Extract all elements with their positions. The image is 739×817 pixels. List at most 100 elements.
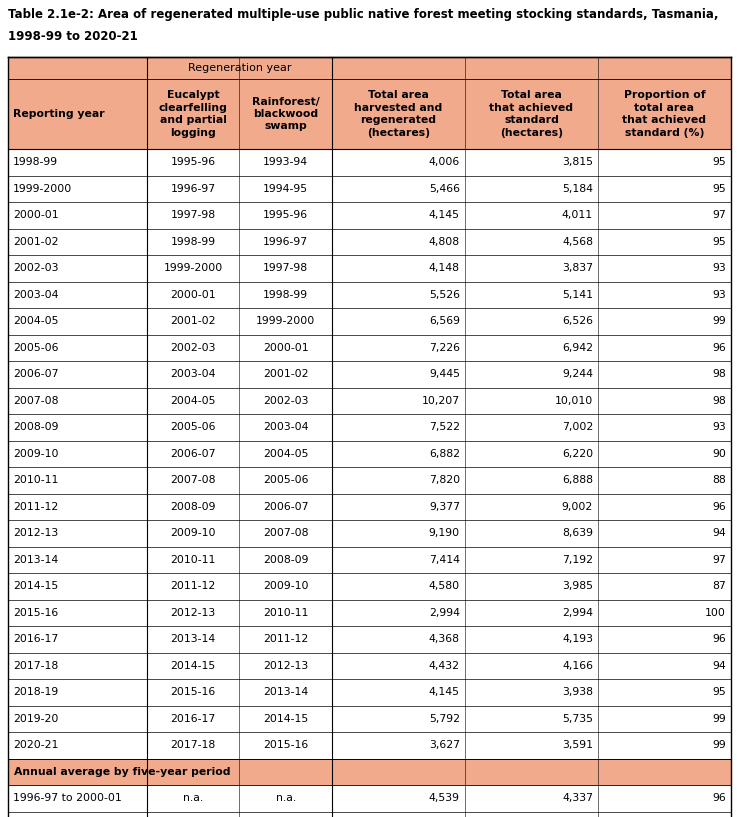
Text: 1998-99: 1998-99 [263,290,308,300]
Text: 1996-97 to 2000-01: 1996-97 to 2000-01 [13,793,122,803]
Text: 4,368: 4,368 [429,634,460,645]
Text: 1996-97: 1996-97 [171,184,216,194]
Text: 3,938: 3,938 [562,687,593,697]
Text: 2007-08: 2007-08 [13,395,58,406]
Text: 9,377: 9,377 [429,502,460,511]
Text: 2006-07: 2006-07 [263,502,308,511]
Text: 2017-18: 2017-18 [13,661,58,671]
Bar [8,626,731,653]
Text: 6,882: 6,882 [429,449,460,459]
Text: 96: 96 [712,793,726,803]
Text: 2006-07: 2006-07 [13,369,58,379]
Text: 4,193: 4,193 [562,634,593,645]
Text: 93: 93 [712,290,726,300]
Text: Eucalypt
clearfelling
and partial
logging: Eucalypt clearfelling and partial loggin… [159,91,228,137]
Text: 94: 94 [712,529,726,538]
Text: 5,792: 5,792 [429,714,460,724]
Bar [8,785,731,811]
Text: 4,166: 4,166 [562,661,593,671]
Bar [8,229,731,255]
Text: 95: 95 [712,237,726,247]
Text: 2007-08: 2007-08 [170,475,216,485]
Text: 99: 99 [712,740,726,750]
Text: 93: 93 [712,422,726,432]
Bar [8,732,731,758]
Text: Regeneration year: Regeneration year [188,63,291,73]
Bar [8,282,731,308]
Text: 3,591: 3,591 [562,740,593,750]
Text: 1999-2000: 1999-2000 [13,184,72,194]
Text: Annual average by five-year period: Annual average by five-year period [14,766,231,777]
Text: 2000-01: 2000-01 [13,210,58,221]
Bar [8,308,731,334]
Text: 5,141: 5,141 [562,290,593,300]
Text: 93: 93 [712,263,726,273]
Text: 96: 96 [712,634,726,645]
Text: 97: 97 [712,555,726,565]
Text: 2005-06: 2005-06 [170,422,216,432]
Text: 6,888: 6,888 [562,475,593,485]
Text: 2008-09: 2008-09 [13,422,58,432]
Text: 4,148: 4,148 [429,263,460,273]
Text: Total area
that achieved
standard
(hectares): Total area that achieved standard (hecta… [489,91,573,137]
Text: 2003-04: 2003-04 [263,422,308,432]
Text: 100: 100 [705,608,726,618]
Bar [8,202,731,229]
Text: 2016-17: 2016-17 [171,714,216,724]
Text: 9,244: 9,244 [562,369,593,379]
Bar [8,758,731,785]
Text: 2015-16: 2015-16 [263,740,308,750]
Text: 2012-13: 2012-13 [171,608,216,618]
Text: 2002-03: 2002-03 [170,343,216,353]
Text: 8,639: 8,639 [562,529,593,538]
Text: 6,526: 6,526 [562,316,593,326]
Text: 1996-97: 1996-97 [263,237,308,247]
Text: 2005-06: 2005-06 [263,475,308,485]
Text: 10,010: 10,010 [555,395,593,406]
Text: 2004-05: 2004-05 [13,316,58,326]
Bar [8,679,731,706]
Text: 2003-04: 2003-04 [13,290,58,300]
Text: 2012-13: 2012-13 [13,529,58,538]
Text: 1997-98: 1997-98 [263,263,308,273]
Text: 2010-11: 2010-11 [263,608,308,618]
Text: 2008-09: 2008-09 [170,502,216,511]
Text: 1994-95: 1994-95 [263,184,308,194]
Text: 2007-08: 2007-08 [263,529,308,538]
Text: 96: 96 [712,502,726,511]
Bar [8,255,731,282]
Text: 3,837: 3,837 [562,263,593,273]
Text: 3,985: 3,985 [562,581,593,592]
Bar [8,334,731,361]
Text: 5,466: 5,466 [429,184,460,194]
Text: 2001-02: 2001-02 [170,316,216,326]
Text: 2010-11: 2010-11 [171,555,216,565]
Text: 2002-03: 2002-03 [13,263,58,273]
Text: 9,002: 9,002 [562,502,593,511]
Text: 2013-14: 2013-14 [13,555,58,565]
Bar [8,493,731,520]
Text: 90: 90 [712,449,726,459]
Text: 4,145: 4,145 [429,210,460,221]
Text: 6,942: 6,942 [562,343,593,353]
Text: 2,994: 2,994 [429,608,460,618]
Text: 4,432: 4,432 [429,661,460,671]
Text: 94: 94 [712,661,726,671]
Bar [8,361,731,387]
Text: 2011-12: 2011-12 [13,502,58,511]
Text: 2000-01: 2000-01 [170,290,216,300]
Bar [8,573,731,600]
Text: 7,522: 7,522 [429,422,460,432]
Text: 88: 88 [712,475,726,485]
Bar [8,467,731,493]
Text: 2014-15: 2014-15 [171,661,216,671]
Text: 95: 95 [712,157,726,167]
Text: 4,539: 4,539 [429,793,460,803]
Text: n.a.: n.a. [276,793,296,803]
Text: Reporting year: Reporting year [13,109,105,119]
Text: 2013-14: 2013-14 [263,687,308,697]
Text: 95: 95 [712,687,726,697]
Text: 2001-02: 2001-02 [263,369,308,379]
Text: 2016-17: 2016-17 [13,634,58,645]
Text: 99: 99 [712,714,726,724]
